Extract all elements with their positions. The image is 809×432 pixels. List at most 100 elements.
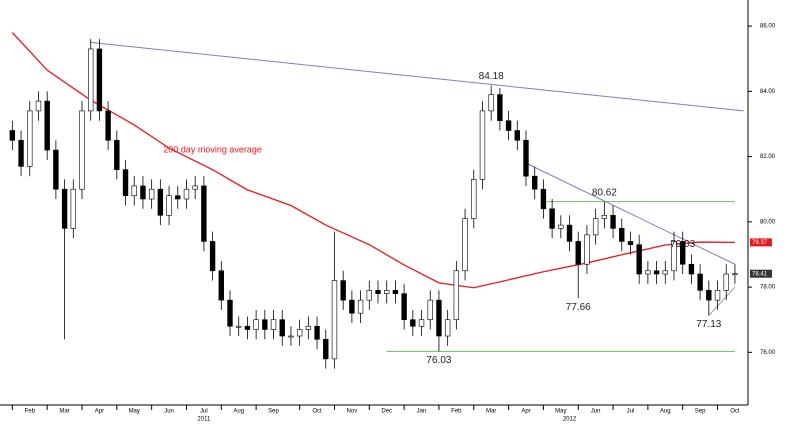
candle-body [105,110,111,141]
candle-body [714,290,721,301]
y-tick-label: 76.00 [760,350,776,356]
candle-body [340,280,346,301]
candle-body [18,139,24,167]
candle-body [653,270,660,275]
candle-body [662,270,668,275]
candle-body [201,185,207,242]
year-label: 2011 [197,417,211,423]
candle-body [279,319,285,337]
x-tick-label: Aug [233,409,244,415]
candle-body [514,130,520,141]
candle-body [227,299,233,327]
candle-body [157,188,164,216]
y-tick-label: 86.00 [760,24,776,30]
x-tick-label: Jul [627,409,635,415]
candle-body [53,149,59,190]
annotation: 80.62 [592,187,617,198]
annotation: 77.66 [566,302,591,313]
last-value-label: 79.37 [752,240,768,246]
candle-body [175,195,181,200]
candle-body [427,299,433,321]
candle-body [444,319,451,337]
annotation: 77.13 [696,319,721,330]
x-tick-label: May [555,409,566,415]
moving-average [11,32,735,289]
candle-body [401,293,407,321]
x-tick-label: Feb [25,409,36,415]
candle-body [384,290,390,294]
y-tick-label: 84.00 [760,89,776,95]
candle-body [540,188,547,210]
x-tick-label: Mar [486,409,496,415]
candle-body [549,208,555,229]
candle-body [357,299,364,314]
candle-body [706,290,712,301]
candle-body [610,215,616,229]
candle-body [497,94,503,122]
x-tick-label: Feb [451,409,462,415]
x-tick-label: Jul [200,409,208,415]
candle-body [331,280,338,360]
candle-body [79,110,85,190]
candle-body [436,299,442,337]
trend-line [525,162,736,265]
candle-body [244,325,251,330]
candle-body [471,179,477,219]
x-tick-label: Apr [521,409,530,415]
candle-body [9,130,16,141]
annotation: 200 day moving average [163,144,262,154]
x-tick-label: Jan [417,409,427,415]
candle-body [27,110,33,167]
last-value-label: 78.41 [752,271,768,277]
candle-body [601,215,608,219]
x-tick-label: Sep [268,409,279,415]
year-label: 2012 [563,417,577,423]
candle-body [410,319,416,327]
candle-body [253,319,259,330]
candle-body [592,218,599,236]
x-tick-label: Jun [591,409,601,415]
x-tick-label: Aug [660,409,671,415]
trend-line [708,286,736,316]
candle-body [148,188,155,200]
candle-body [114,139,120,170]
candle-body [209,241,216,272]
candle-body [558,224,564,229]
candle-body [70,188,76,229]
x-tick-label: Jun [164,409,174,415]
x-tick-label: Nov [347,409,358,415]
y-tick-label: 78.00 [760,285,776,291]
candle-body [418,319,425,327]
candle-body [566,224,573,242]
candle-body [305,325,312,330]
y-tick-label: 82.00 [760,154,776,160]
candle-body [488,94,494,112]
candle-body [636,244,642,275]
candle-body [183,188,190,200]
candle-body [131,185,137,197]
candle-body [349,299,355,314]
candle-body [479,110,486,180]
annotation: 76.03 [426,355,451,366]
candle-body [627,241,634,245]
candle-body [122,169,129,197]
annotation: 79.03 [670,239,695,250]
candle-body [166,195,172,216]
candle-body [218,270,224,301]
candle-body [392,290,399,294]
candle-body [575,241,581,265]
candle-body [96,48,103,112]
x-tick-label: Sep [695,409,706,415]
candle-body [314,325,320,340]
candle-body [532,175,538,190]
candle-body [192,185,198,190]
candle-body [375,290,381,294]
candle-body [323,338,329,360]
x-tick-label: Apr [95,409,104,415]
candle-body [61,188,68,229]
x-tick-label: Oct [312,409,322,415]
candle-body [723,273,729,291]
candle-body [462,218,468,272]
candle-body [296,329,303,337]
candle-body [262,319,268,330]
